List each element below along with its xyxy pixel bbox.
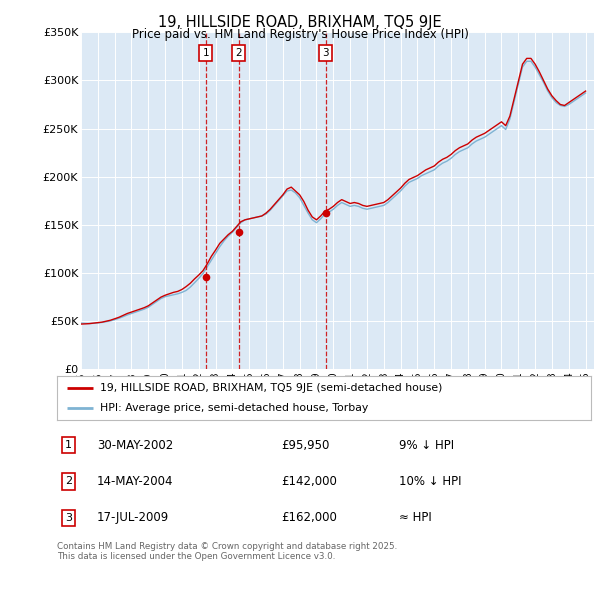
Text: 19, HILLSIDE ROAD, BRIXHAM, TQ5 9JE: 19, HILLSIDE ROAD, BRIXHAM, TQ5 9JE <box>158 15 442 30</box>
Text: 14-MAY-2004: 14-MAY-2004 <box>97 475 173 488</box>
Text: ≈ HPI: ≈ HPI <box>399 511 431 524</box>
Text: 2: 2 <box>235 48 242 58</box>
Text: Price paid vs. HM Land Registry's House Price Index (HPI): Price paid vs. HM Land Registry's House … <box>131 28 469 41</box>
Text: 9% ↓ HPI: 9% ↓ HPI <box>399 439 454 452</box>
Text: 10% ↓ HPI: 10% ↓ HPI <box>399 475 461 488</box>
Text: 17-JUL-2009: 17-JUL-2009 <box>97 511 169 524</box>
Text: 3: 3 <box>322 48 329 58</box>
Text: 19, HILLSIDE ROAD, BRIXHAM, TQ5 9JE (semi-detached house): 19, HILLSIDE ROAD, BRIXHAM, TQ5 9JE (sem… <box>100 383 442 393</box>
Text: 1: 1 <box>202 48 209 58</box>
Text: £162,000: £162,000 <box>281 511 337 524</box>
Text: 2: 2 <box>65 477 73 486</box>
Text: 30-MAY-2002: 30-MAY-2002 <box>97 439 173 452</box>
Text: Contains HM Land Registry data © Crown copyright and database right 2025.
This d: Contains HM Land Registry data © Crown c… <box>57 542 397 561</box>
Text: 1: 1 <box>65 440 72 450</box>
Text: £95,950: £95,950 <box>281 439 329 452</box>
Text: HPI: Average price, semi-detached house, Torbay: HPI: Average price, semi-detached house,… <box>100 403 368 413</box>
Text: 3: 3 <box>65 513 72 523</box>
Text: £142,000: £142,000 <box>281 475 337 488</box>
